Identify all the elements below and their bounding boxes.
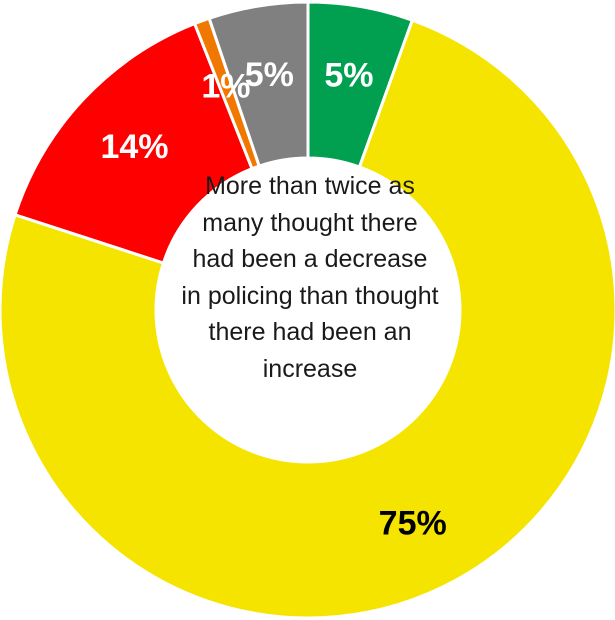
segment-data-label: 14% xyxy=(100,128,168,166)
segment-data-label: 1% xyxy=(201,68,250,106)
donut-segment xyxy=(13,21,254,265)
donut-segment xyxy=(0,18,615,620)
segment-data-label: 5% xyxy=(324,57,373,95)
segment-labels: 5%75%14%1%5% xyxy=(100,56,446,543)
center-annotation: More than twice as many thought there ha… xyxy=(181,172,439,383)
segment-data-label: 75% xyxy=(379,505,447,543)
segment-data-label: 5% xyxy=(245,56,294,94)
donut-segment xyxy=(207,0,310,168)
